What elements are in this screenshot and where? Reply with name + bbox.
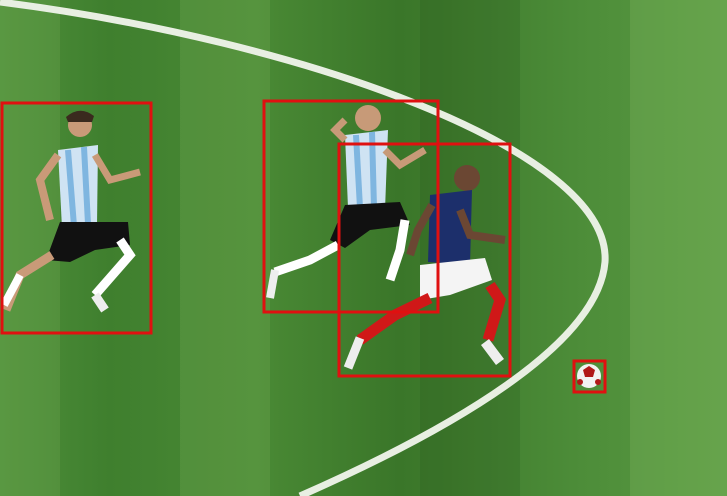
player-middle [266, 105, 427, 299]
ball [577, 364, 601, 388]
player-right [343, 165, 507, 370]
player-left [0, 110, 141, 313]
bounding-box [572, 359, 607, 394]
bounding-box [262, 99, 440, 314]
center-circle-line [0, 0, 609, 496]
bounding-box [337, 142, 512, 378]
bounding-boxes [0, 99, 607, 394]
bounding-box [0, 101, 153, 335]
